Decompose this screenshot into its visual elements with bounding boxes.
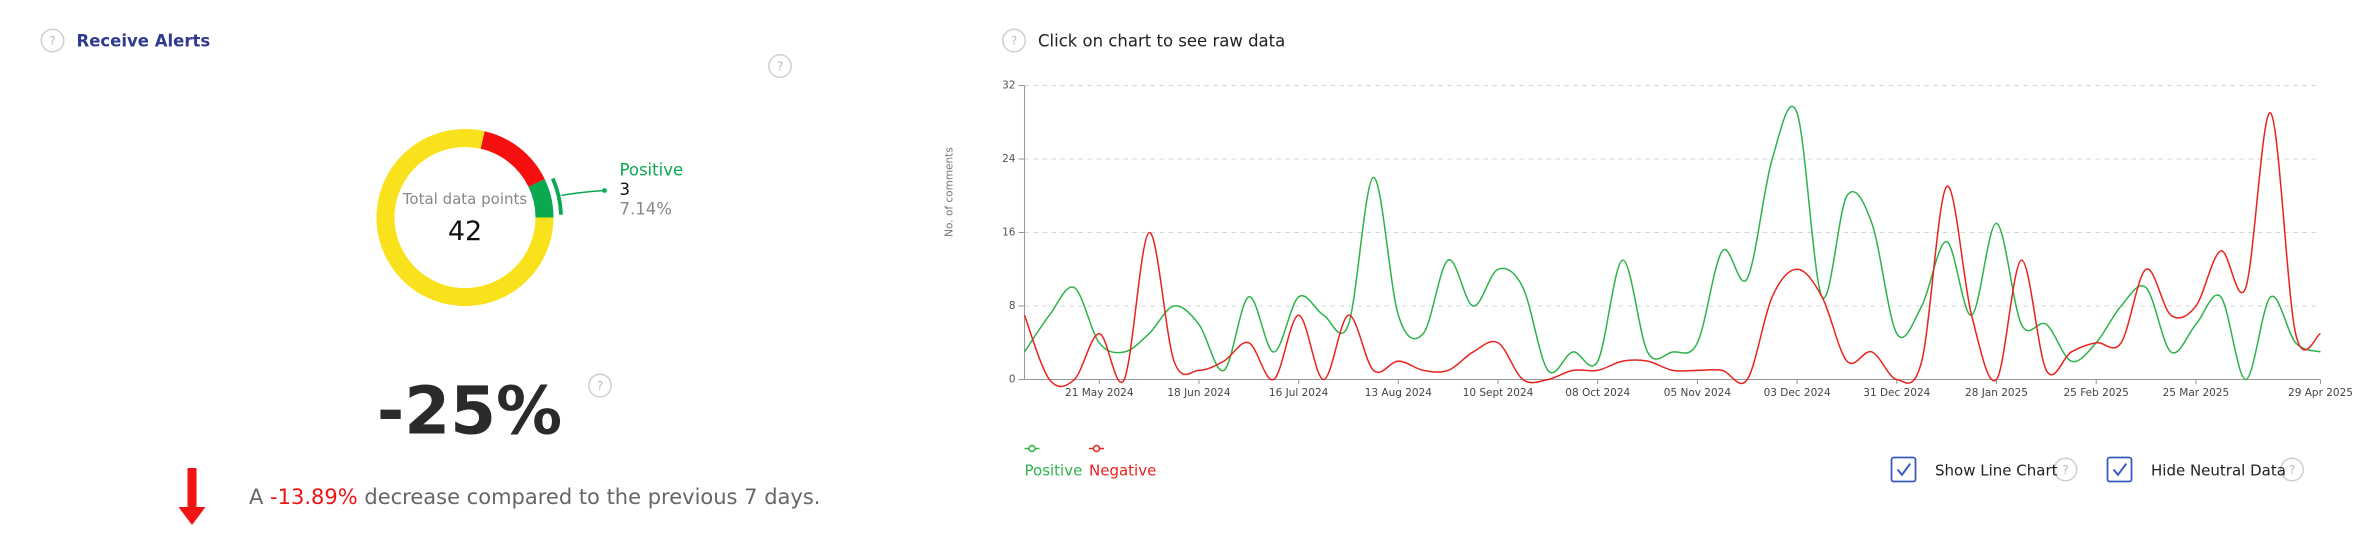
x-tick-label: 05 Nov 2024 — [1664, 387, 1732, 399]
x-tick-label: 16 Jul 2024 — [1269, 387, 1329, 399]
sentence-suffix: decrease compared to the previous 7 days… — [358, 485, 821, 509]
slice-highlight — [550, 177, 563, 215]
x-tick-label: 25 Mar 2025 — [2163, 387, 2230, 399]
legend-label: Negative — [1089, 462, 1156, 480]
y-tick-label: 24 — [1002, 153, 1016, 165]
alerts-link[interactable]: Receive Alerts — [77, 32, 211, 51]
donut-slice — [376, 129, 554, 307]
legend-label: Positive — [1025, 462, 1083, 480]
help-icon-glyph: ? — [777, 59, 783, 73]
help-icon — [768, 54, 792, 79]
sentence-prefix: A — [249, 485, 270, 509]
checkbox — [1890, 456, 1917, 483]
checkbox-label: Show Line Chart — [1935, 462, 2058, 480]
donut-slice — [528, 179, 554, 218]
help-icon-glyph: ? — [2062, 463, 2068, 477]
callout-value: 3 — [620, 180, 631, 199]
checkbox-label: Hide Neutral Data — [2151, 462, 2286, 480]
legend-icon-dot — [1028, 444, 1036, 453]
x-tick-label: 10 Sept 2024 — [1463, 387, 1534, 399]
help-icon — [1002, 28, 1026, 53]
help-icon-glyph: ? — [49, 34, 55, 48]
series-line — [1023, 112, 2321, 388]
help-icon — [2053, 457, 2078, 482]
callout-name: Positive — [620, 161, 684, 180]
callout-line — [561, 189, 605, 197]
change-sentence: A -13.89% decrease compared to the previ… — [249, 485, 820, 509]
y-tick-label: 8 — [1009, 300, 1016, 312]
chart-hint: Click on chart to see raw data — [1038, 32, 1285, 51]
checkbox-control[interactable]: Show Line Chart — [1890, 456, 2058, 483]
checkbox — [2106, 456, 2133, 483]
center-label: Total data points — [402, 190, 528, 208]
checkbox-control[interactable]: Hide Neutral Data — [2106, 456, 2286, 483]
help-icon — [2280, 457, 2304, 482]
help-icon — [588, 373, 612, 398]
x-tick-label: 08 Oct 2024 — [1565, 387, 1630, 399]
help-icon-glyph: ? — [2289, 463, 2295, 477]
legend-icon-dot — [1092, 444, 1101, 453]
x-tick-label: 25 Feb 2025 — [2064, 387, 2129, 399]
x-tick-label: 29 Apr 2025 — [2288, 387, 2353, 399]
x-tick-label: 21 May 2024 — [1065, 387, 1134, 399]
x-tick-label: 18 Jun 2024 — [1167, 387, 1230, 399]
donut-slice — [480, 131, 545, 188]
y-tick-label: 16 — [1002, 227, 1016, 239]
series-line — [1023, 105, 2321, 381]
help-icon-glyph: ? — [1011, 34, 1017, 48]
x-tick-label: 03 Dec 2024 — [1764, 387, 1831, 399]
y-tick-label: 0 — [1009, 374, 1016, 386]
center-total: 42 — [448, 216, 482, 247]
change-value: -25% — [377, 373, 562, 450]
help-icon — [40, 28, 65, 53]
x-tick-label: 13 Aug 2024 — [1365, 387, 1433, 399]
x-tick-label: 28 Jan 2025 — [1965, 387, 2028, 399]
down-arrow — [178, 468, 206, 526]
callout-percent: 7.14% — [620, 200, 672, 219]
help-icon-glyph: ? — [597, 379, 603, 393]
y-tick-label: 32 — [1002, 80, 1015, 92]
x-tick-label: 31 Dec 2024 — [1863, 387, 1930, 399]
checkmark — [1896, 462, 1912, 477]
checkmark — [2112, 462, 2128, 477]
callout-dot — [602, 188, 607, 193]
y-axis-label: No. of comments — [944, 147, 956, 237]
change-detail: -13.89% — [270, 485, 358, 509]
